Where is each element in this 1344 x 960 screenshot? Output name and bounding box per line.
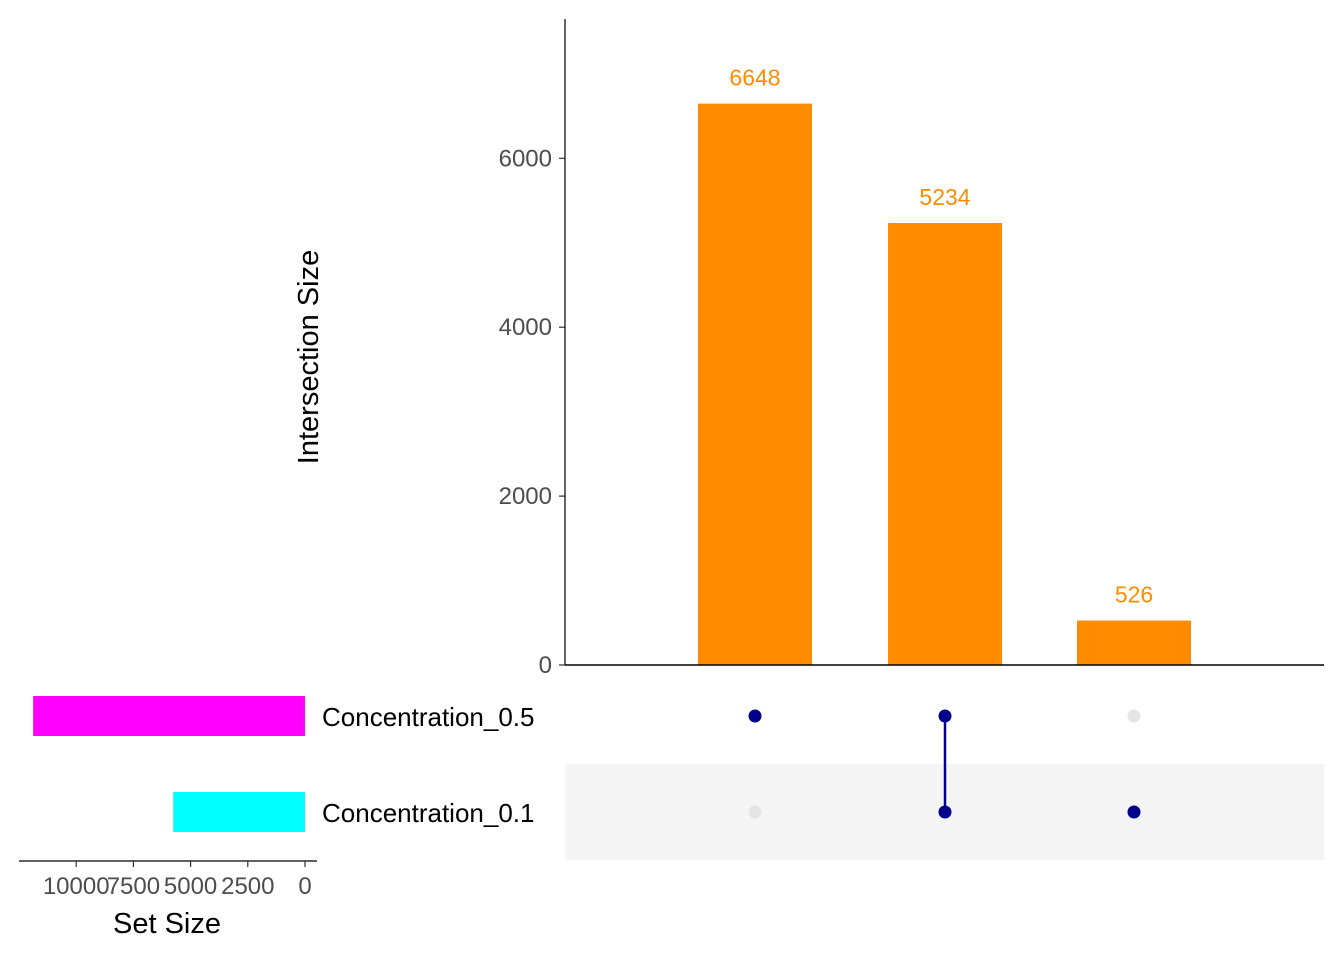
matrix-dot-inactive [748,805,762,819]
set-size-bar [33,696,306,736]
set-label: Concentration_0.1 [322,798,534,828]
matrix-dot-inactive [1127,709,1141,723]
intersection-bar [888,223,1002,666]
intersection-bars [698,103,1191,666]
y-tick-label: 4000 [499,314,552,341]
y-tick-label: 2000 [499,483,552,510]
matrix-dot-active [1127,805,1141,819]
set-labels: Concentration_0.5 Concentration_0.1 [322,702,534,828]
y-tick-label: 0 [539,652,552,679]
set-size-tick-label: 5000 [164,873,217,900]
intersection-bar-label: 5234 [919,184,970,210]
matrix-dot-active [938,805,952,819]
set-size-axis-title: Set Size [113,908,221,940]
intersection-bar-label: 526 [1115,582,1153,608]
set-size-bars [33,696,306,832]
set-size-tick-label: 7500 [107,873,160,900]
intersection-y-axis-title: Intersection Size [293,250,325,464]
set-size-tick-label: 0 [298,873,311,900]
matrix-dot-active [938,709,952,723]
set-size-tick-label: 10000 [43,873,110,900]
intersection-y-axis: 0 2000 4000 6000 [499,145,565,679]
intersection-bar [698,103,812,665]
matrix-dot-active [748,709,762,723]
set-size-tick-label: 2500 [221,873,274,900]
intersection-bar-labels: 6648 5234 526 [729,65,1153,608]
intersection-matrix [748,709,1141,819]
set-size-bar [173,792,305,832]
intersection-bar-label: 6648 [729,65,780,91]
set-label: Concentration_0.5 [322,702,534,732]
intersection-bar [1077,620,1191,665]
y-tick-label: 6000 [499,145,552,172]
